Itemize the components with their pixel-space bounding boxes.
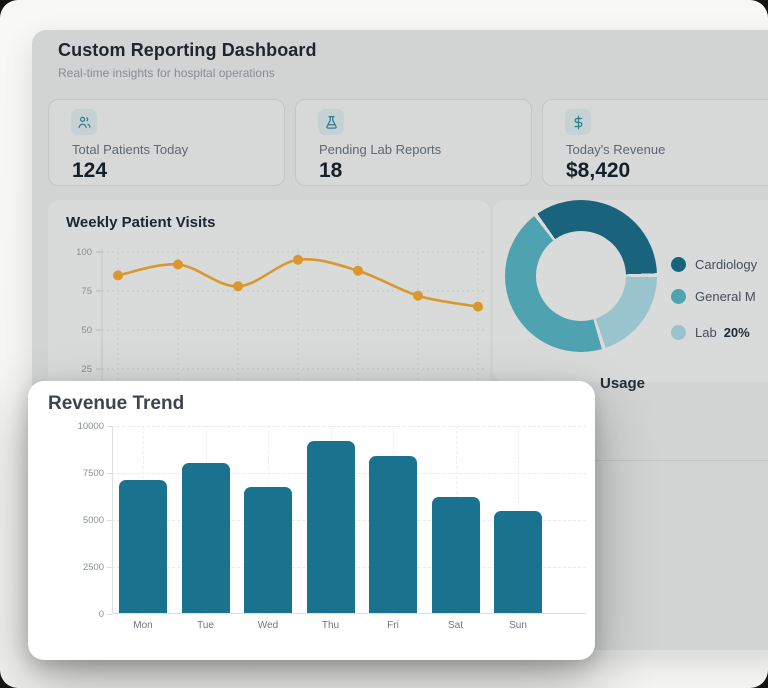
donut-hole (536, 231, 626, 321)
users-icon (71, 109, 97, 135)
y-tick-label: 75 (81, 286, 92, 297)
y-tick-stub (107, 473, 112, 474)
stat-card-total-patients: Total Patients Today 124 (48, 99, 285, 186)
stat-label: Pending Lab Reports (319, 142, 442, 157)
bar-sat (431, 497, 480, 613)
legend-dot (671, 288, 686, 304)
x-tick-label: Tue (197, 620, 214, 631)
revenue-trend-modal: Revenue Trend 10000 7500 5000 2500 0 Mon Tue W… (28, 381, 595, 660)
data-point (113, 270, 123, 281)
department-donut-card: Cardiology General M Lab 20% (493, 200, 768, 382)
legend-label: General M (695, 288, 756, 304)
y-tick-stub (107, 426, 112, 427)
legend-pct: 20% (723, 324, 750, 340)
y-tick-stub (107, 614, 112, 615)
stat-card-pending-lab: Pending Lab Reports 18 (295, 99, 532, 186)
gridline (112, 426, 586, 427)
bar-tue (181, 462, 230, 613)
data-point (473, 301, 483, 312)
x-tick-label: Thu (321, 620, 340, 631)
stat-label: Today's Revenue (566, 142, 666, 157)
usage-row-divider (592, 460, 768, 461)
y-tick-label: 25 (81, 364, 92, 375)
bar-sun (494, 510, 542, 613)
donut-chart (505, 200, 657, 352)
y-tick-label: 0 (98, 609, 104, 620)
x-axis-line (112, 613, 586, 614)
usage-section-heading: Usage (600, 375, 646, 392)
data-point (413, 290, 423, 301)
stat-label: Total Patients Today (72, 142, 189, 157)
bar-wed (244, 487, 292, 613)
y-tick-label: 50 (81, 325, 92, 336)
weekly-visits-title: Weekly Patient Visits (66, 214, 216, 231)
legend-item-general-medicine: General M (671, 288, 763, 304)
data-point (233, 281, 243, 292)
y-tick-label: 5000 (82, 515, 104, 526)
x-tick-label: Sun (509, 620, 527, 631)
y-tick-stub (107, 567, 112, 568)
data-point (173, 259, 183, 270)
stat-value: $8,420 (566, 159, 631, 182)
y-tick-label: 2500 (82, 562, 104, 573)
bar-fri (369, 456, 417, 613)
stat-card-revenue: Today's Revenue $8,420 (542, 99, 768, 186)
x-tick-label: Sat (447, 620, 463, 631)
legend-dot (671, 324, 686, 340)
page-subtitle: Real-time insights for hospital operatio… (58, 66, 275, 80)
stat-value: 124 (72, 159, 108, 182)
bar-thu (306, 441, 355, 613)
dollar-icon (565, 109, 591, 135)
revenue-trend-title: Revenue Trend (48, 393, 185, 414)
flask-icon (318, 109, 344, 135)
legend-item-lab: Lab 20% (671, 324, 750, 340)
x-tick-label: Wed (257, 620, 279, 631)
stat-value: 18 (319, 159, 343, 182)
page-title: Custom Reporting Dashboard (58, 40, 317, 60)
y-tick-stub (107, 520, 112, 521)
x-tick-label: Mon (133, 620, 153, 631)
legend-label: Lab (695, 324, 717, 340)
data-point (353, 265, 363, 276)
y-tick-label: 10000 (77, 421, 104, 432)
revenue-bar-chart (112, 426, 586, 614)
y-tick-label: 7500 (82, 468, 104, 479)
legend-dot (671, 256, 686, 272)
bar-mon (119, 479, 167, 613)
legend-label: Cardiology (695, 256, 758, 272)
weekly-visits-line-chart: 100 75 50 25 (76, 247, 484, 445)
x-tick-label: Fri (387, 620, 399, 631)
data-point (293, 254, 303, 265)
y-tick-label: 100 (76, 247, 92, 258)
legend-item-cardiology: Cardiology (671, 256, 764, 272)
